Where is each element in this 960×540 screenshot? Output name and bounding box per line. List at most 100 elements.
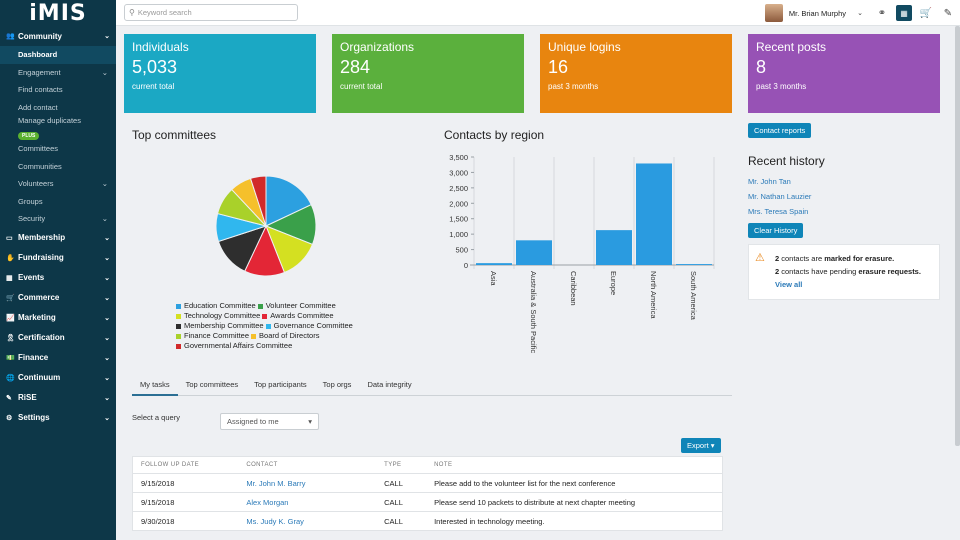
edit-icon[interactable]: ✎ xyxy=(943,7,953,19)
chevron-down-icon: ⌄ xyxy=(104,314,110,322)
y-tick-label: 0 xyxy=(464,261,468,270)
column-header[interactable]: TYPE xyxy=(376,456,427,474)
table-header-row: FOLLOW UP DATE CONTACT TYPE NOTE xyxy=(132,456,723,474)
erasure-alert: ⚠ 2 contacts are marked for erasure. 2 c… xyxy=(748,244,940,300)
tab-top-orgs[interactable]: Top orgs xyxy=(322,380,352,389)
sidebar-item-find-contacts[interactable]: Find contacts xyxy=(0,81,116,99)
sidebar-item-communities[interactable]: Communities xyxy=(0,158,116,176)
history-link[interactable]: Mr. John Tan xyxy=(748,177,791,186)
nav-section-certification[interactable]: 🎗 Certification ⌄ xyxy=(0,328,116,348)
nav-section-marketing[interactable]: 📈 Marketing ⌄ xyxy=(0,308,116,328)
x-tick-label: South America xyxy=(689,271,698,321)
headset-icon[interactable]: ⚭ xyxy=(877,7,887,19)
tasks-table: FOLLOW UP DATE CONTACT TYPE NOTE 9/15/2018 M… xyxy=(132,456,723,531)
column-header[interactable]: FOLLOW UP DATE xyxy=(132,456,239,474)
sidebar-item-manage-duplicates[interactable]: Manage duplicates PLUS xyxy=(0,116,116,140)
book-icon[interactable]: ▦ xyxy=(896,5,912,21)
history-link[interactable]: Mrs. Teresa Spain xyxy=(748,207,809,216)
tile-value: 16 xyxy=(548,57,569,77)
nav-section-events[interactable]: ▦ Events ⌄ xyxy=(0,268,116,288)
bar[interactable] xyxy=(476,263,512,265)
calendar-icon: ▦ xyxy=(6,274,13,282)
tile-value: 284 xyxy=(340,57,371,77)
sidebar-item-dashboard[interactable]: Dashboard xyxy=(0,46,116,64)
query-label: Select a query xyxy=(132,413,180,422)
y-tick-label: 500 xyxy=(455,246,468,255)
chevron-down-icon[interactable]: ⌄ xyxy=(857,10,863,17)
sidebar-item-label: Volunteers xyxy=(18,179,54,189)
bar[interactable] xyxy=(596,230,632,265)
bar[interactable] xyxy=(516,240,552,265)
bar[interactable] xyxy=(636,163,672,265)
nav-section-community[interactable]: 👥 Community ⌄ xyxy=(0,26,116,46)
tile-subtitle: past 3 months xyxy=(756,82,807,91)
sidebar-item-add-contact[interactable]: Add contact xyxy=(0,99,116,117)
sidebar-item-engagement[interactable]: Engagement ⌄ xyxy=(0,64,116,82)
stat-tile-individuals[interactable]: Individuals 5,033 current total xyxy=(124,34,316,113)
stat-tile-unique-logins[interactable]: Unique logins 16 past 3 months xyxy=(540,34,732,113)
nav-section-fundraising[interactable]: ✋ Fundraising ⌄ xyxy=(0,248,116,268)
query-select[interactable]: Assigned to me ▾ xyxy=(220,413,319,430)
contact-link[interactable]: Mr. John M. Barry xyxy=(238,473,377,493)
sidebar-item-committees[interactable]: Committees xyxy=(0,140,116,158)
page-scrollbar[interactable] xyxy=(955,26,960,446)
tab-top-participants[interactable]: Top participants xyxy=(254,380,307,389)
legend-row: Finance Committee Board of Directors xyxy=(176,331,355,341)
legend-label: Membership Committee xyxy=(184,321,264,330)
pie-slice[interactable] xyxy=(265,175,312,227)
column-header[interactable]: NOTE xyxy=(426,456,723,474)
stat-tile-organizations[interactable]: Organizations 284 current total xyxy=(332,34,524,113)
sidebar-item-security[interactable]: Security ⌄ xyxy=(0,210,116,228)
nav-section-commerce[interactable]: 🛒 Commerce ⌄ xyxy=(0,288,116,308)
nav-section-settings[interactable]: ⚙ Settings ⌄ xyxy=(0,408,116,428)
x-tick-label: Europe xyxy=(609,271,618,295)
contact-link[interactable]: Ms. Judy K. Gray xyxy=(238,511,377,531)
legend-label: Volunteer Committee xyxy=(265,301,336,310)
legend-item: Membership Committee xyxy=(176,321,264,331)
pie-slice[interactable] xyxy=(249,175,267,227)
imis-logo[interactable]: iMIS xyxy=(29,0,87,26)
cart-icon[interactable]: 🛒 xyxy=(919,7,933,19)
history-link[interactable]: Mr. Nathan Lauzier xyxy=(748,192,812,201)
task-note: Interested in technology meeting. xyxy=(426,511,723,531)
stat-tile-recent-posts[interactable]: Recent posts 8 past 3 months xyxy=(748,34,940,113)
tab-top-committees[interactable]: Top committees xyxy=(185,380,239,389)
bar[interactable] xyxy=(676,264,712,265)
tab-data-integrity[interactable]: Data integrity xyxy=(367,380,412,389)
column-header[interactable]: CONTACT xyxy=(238,456,377,474)
legend-label: Finance Committee xyxy=(184,331,250,340)
legend-row: Membership Committee Governance Committee xyxy=(176,321,355,331)
nav-section-label: Marketing xyxy=(18,313,56,322)
sidebar-item-label: Manage duplicates xyxy=(18,116,81,125)
chevron-down-icon: ⌄ xyxy=(104,374,110,382)
clear-history-button[interactable]: Clear History xyxy=(748,223,804,238)
search-icon: ⚲ xyxy=(129,8,135,17)
plus-badge: PLUS xyxy=(18,132,40,140)
search-input[interactable] xyxy=(137,8,288,17)
sidebar-item-volunteers[interactable]: Volunteers ⌄ xyxy=(0,175,116,193)
view-all-link[interactable]: View all xyxy=(775,280,803,289)
contact-link[interactable]: Alex Morgan xyxy=(238,492,377,512)
nav-section-finance[interactable]: 💵 Finance ⌄ xyxy=(0,348,116,368)
sidebar-item-label: Security xyxy=(18,214,46,224)
sidebar-item-label: Find contacts xyxy=(18,85,63,95)
gear-icon: ⚙ xyxy=(6,414,13,422)
table-row[interactable]: 9/15/2018 Alex Morgan CALL Please send 10 p… xyxy=(132,492,723,512)
tile-value: 5,033 xyxy=(132,57,178,77)
sidebar-item-groups[interactable]: Groups xyxy=(0,193,116,211)
nav-section-continuum[interactable]: 🌐 Continuum ⌄ xyxy=(0,368,116,388)
warning-icon: ⚠ xyxy=(755,252,765,264)
avatar[interactable] xyxy=(764,4,783,22)
nav-section-rise[interactable]: ✎ RiSE ⌄ xyxy=(0,388,116,408)
legend-swatch xyxy=(176,343,181,349)
hand-coin-icon: ✋ xyxy=(6,254,15,262)
table-row[interactable]: 9/30/2018 Ms. Judy K. Gray CALL Interested … xyxy=(132,511,723,531)
tab-my-tasks[interactable]: My tasks xyxy=(132,376,178,396)
tile-title: Unique logins xyxy=(548,40,621,54)
contact-reports-button[interactable]: Contact reports xyxy=(748,123,812,138)
export-button[interactable]: Export ▾ xyxy=(681,438,721,453)
user-name[interactable]: Mr. Brian Murphy xyxy=(788,8,846,18)
chevron-down-icon: ⌄ xyxy=(104,33,110,40)
nav-section-membership[interactable]: ▭ Membership ⌄ xyxy=(0,228,116,248)
table-row[interactable]: 9/15/2018 Mr. John M. Barry CALL Please add… xyxy=(132,473,723,493)
